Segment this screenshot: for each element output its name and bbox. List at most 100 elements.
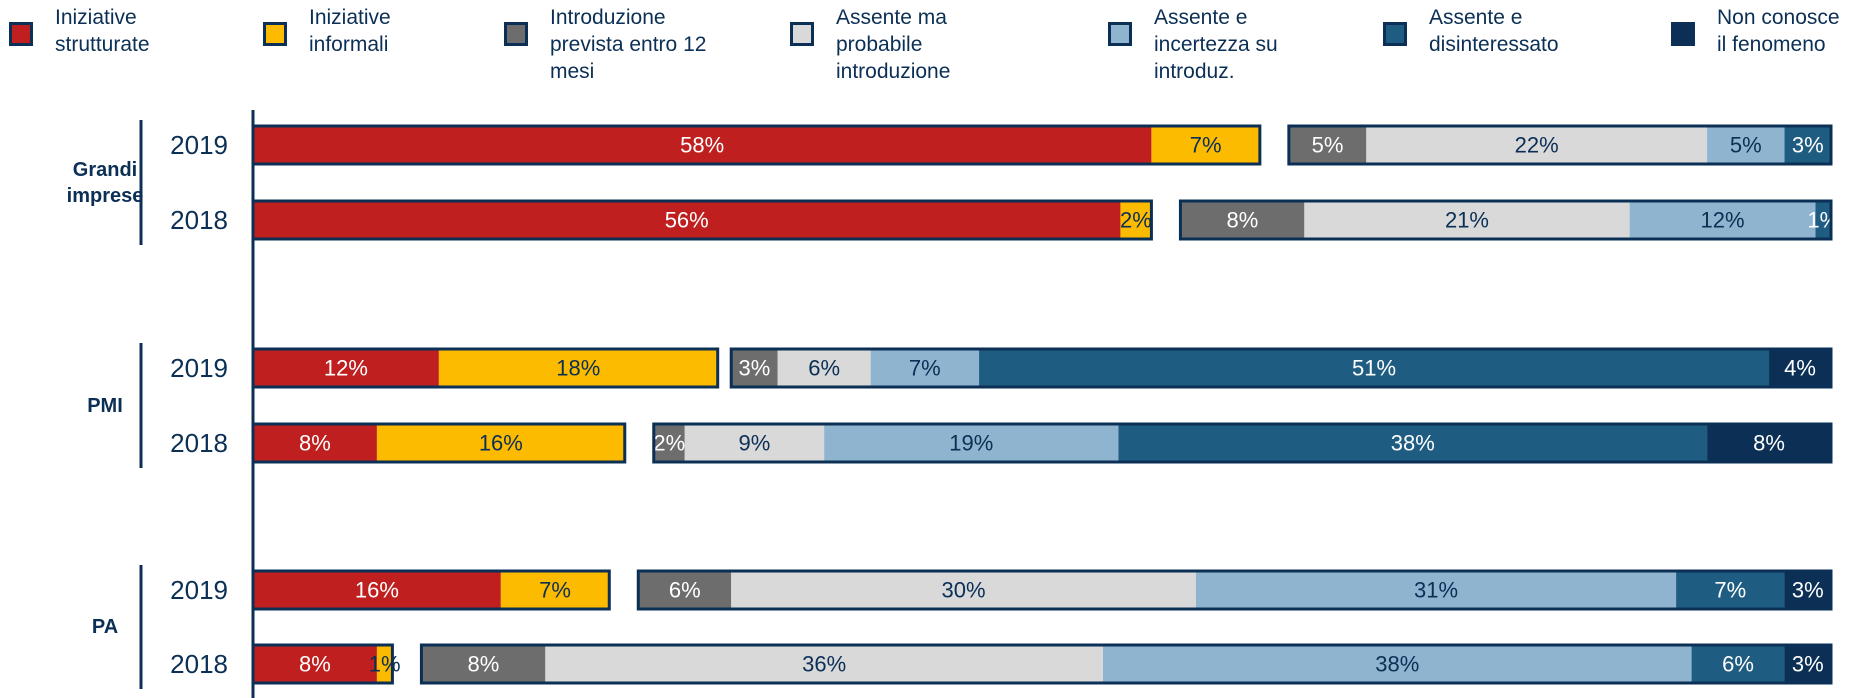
bar-segment (253, 571, 501, 609)
value-label: 38% (1375, 652, 1419, 677)
bar-segment (1304, 201, 1630, 239)
bar-segment (1815, 201, 1831, 239)
bar-segment (438, 349, 718, 387)
bar-segment (253, 201, 1121, 239)
value-label: 6% (808, 356, 840, 381)
bar-segment (684, 424, 825, 462)
legend-swatch (263, 22, 287, 46)
value-label: 30% (942, 578, 986, 603)
bar-segment (731, 571, 1196, 609)
legend-swatch (1671, 22, 1695, 46)
value-label: 36% (802, 652, 846, 677)
value-label: 5% (1730, 133, 1762, 158)
bar-segment (870, 349, 980, 387)
value-label: 18% (556, 356, 600, 381)
bar-outline (1178, 199, 1833, 241)
row-label: 2018 (170, 649, 228, 679)
bar-outline (251, 124, 1262, 166)
bar-segment (1366, 126, 1708, 164)
legend-item: Assente e disinteressato (1383, 4, 1594, 58)
legend-swatch (1108, 22, 1132, 46)
bar-segment (1784, 126, 1831, 164)
bar-segment (421, 645, 546, 683)
bar-segment (1180, 201, 1305, 239)
value-label: 22% (1515, 133, 1559, 158)
value-label: 8% (299, 431, 331, 456)
value-label: 9% (739, 431, 771, 456)
bar-outline (251, 569, 611, 611)
bar-outline (251, 422, 627, 464)
value-label: 8% (1226, 208, 1258, 233)
legend-item: Iniziative informali (263, 4, 429, 58)
bar-segment (253, 126, 1152, 164)
bar-segment (653, 424, 685, 462)
value-label: 8% (299, 652, 331, 677)
value-label: 3% (1792, 133, 1824, 158)
bar-segment (1120, 201, 1152, 239)
bar-segment (1784, 571, 1831, 609)
legend-label: Iniziative informali (309, 6, 391, 56)
bar-segment (1707, 424, 1831, 462)
legend-item: Non conosce il fenomeno (1671, 4, 1852, 58)
value-label: 7% (909, 356, 941, 381)
value-label: 4% (1784, 356, 1816, 381)
value-label: 16% (479, 431, 523, 456)
group-label: PMI (87, 394, 123, 417)
group-label: PA (91, 616, 119, 638)
value-label: 19% (949, 431, 993, 456)
bar-segment (500, 571, 610, 609)
value-label: 8% (467, 652, 499, 677)
bar-segment (545, 645, 1103, 683)
bar-outline (419, 643, 1833, 685)
bar-segment (777, 349, 871, 387)
bar-segment (638, 571, 732, 609)
legend-swatch (9, 22, 33, 46)
bar-outline (729, 347, 1833, 389)
value-label: 2% (1120, 208, 1152, 233)
value-label: 6% (1722, 652, 1754, 677)
row-label: 2019 (170, 130, 228, 160)
value-label: 8% (1753, 431, 1785, 456)
bar-segment (1288, 126, 1367, 164)
bar-outline (652, 422, 1833, 464)
bar-segment (1629, 201, 1816, 239)
legend-item: Introduzione prevista entro 12 mesi (504, 4, 715, 85)
bar-segment (1102, 645, 1692, 683)
legend-swatch (1383, 22, 1407, 46)
bar-outline (1287, 124, 1833, 166)
row-label: 2019 (170, 575, 228, 605)
value-label: 56% (665, 208, 709, 233)
value-label: 2% (653, 431, 685, 456)
row-label: 2018 (170, 205, 228, 235)
value-label: 7% (1714, 578, 1746, 603)
value-label: 3% (1792, 652, 1824, 677)
value-label: 7% (539, 578, 571, 603)
value-label: 3% (1792, 578, 1824, 603)
bar-segment (1707, 126, 1785, 164)
legend-label: Non conosce il fenomeno (1717, 6, 1840, 56)
bar-outline (251, 199, 1153, 241)
value-label: 1% (369, 652, 401, 677)
bar-outline (636, 569, 1833, 611)
value-label: 31% (1414, 578, 1458, 603)
bar-segment (1676, 571, 1785, 609)
bar-segment (253, 349, 439, 387)
value-label: 58% (680, 133, 724, 158)
bar-segment (253, 424, 377, 462)
bar-segment (376, 424, 625, 462)
group-label: Grandi imprese (66, 158, 144, 207)
legend-label: Assente ma probabile introduzione (836, 6, 951, 83)
legend-swatch (504, 22, 528, 46)
bar-outline (251, 643, 394, 685)
row-label: 2018 (170, 428, 228, 458)
value-label: 3% (739, 356, 771, 381)
legend-item: Iniziative strutturate (9, 4, 195, 58)
legend-item: Assente e incertezza su introduz. (1108, 4, 1292, 85)
bar-segment (731, 349, 778, 387)
bar-segment (1691, 645, 1785, 683)
bar-segment (979, 349, 1770, 387)
bar-segment (1118, 424, 1708, 462)
legend-swatch (790, 22, 814, 46)
bar-segment (1151, 126, 1260, 164)
